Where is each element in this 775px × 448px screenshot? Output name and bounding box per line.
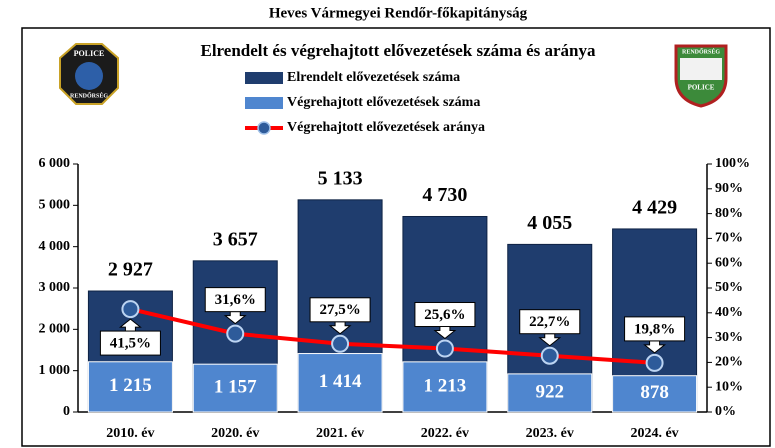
- logo-right: RENDŐRSÉG POLICE: [674, 44, 728, 108]
- callout-box: [519, 309, 581, 335]
- value-label: 4 055: [527, 212, 572, 234]
- value-label: 1 215: [109, 375, 152, 396]
- header: Heves Vármegyei Rendőr-főkapitányság: [269, 5, 528, 21]
- chart-title: Elrendelt és végrehajtott elővezetések s…: [201, 41, 596, 60]
- callout-box: [99, 330, 161, 356]
- legend-swatch: [245, 97, 283, 109]
- callout-arrow: [223, 311, 247, 325]
- y-tick-label: 4 000: [39, 239, 71, 254]
- x-tick-label: 2021. év: [316, 426, 364, 441]
- y2-tick-label: 50%: [715, 280, 743, 295]
- y-tick-label: 0: [63, 404, 70, 419]
- value-label: 5 133: [318, 167, 363, 189]
- y2-tick-label: 20%: [715, 355, 743, 370]
- badge-center: [75, 62, 103, 90]
- shield-band: [680, 58, 722, 80]
- logo-text: RENDŐRSÉG: [70, 91, 108, 99]
- bar: [507, 373, 593, 413]
- value-label: 2 927: [108, 259, 153, 281]
- y2-tick-label: 60%: [715, 255, 743, 270]
- value-label: 41,5%: [110, 336, 151, 352]
- y2-tick-label: 70%: [715, 231, 743, 246]
- y-tick-label: 5 000: [39, 198, 71, 213]
- value-label: 3 657: [213, 228, 258, 250]
- x-tick-label: 2010. év: [106, 426, 154, 441]
- x-tick-label: 2023. év: [526, 426, 574, 441]
- y-tick-label: 3 000: [39, 280, 71, 295]
- value-label: 4 429: [632, 197, 677, 219]
- y-tick-label: 2 000: [39, 322, 71, 337]
- legend-label: Elrendelt elővezetések száma: [287, 70, 460, 85]
- value-label: 878: [640, 382, 669, 403]
- bar: [612, 375, 698, 413]
- value-label: 27,5%: [319, 302, 360, 318]
- y2-tick-label: 0%: [715, 404, 736, 419]
- callout-box: [414, 302, 476, 328]
- x-tick-label: 2022. év: [421, 426, 469, 441]
- callout-arrow: [643, 340, 667, 354]
- y2-tick-label: 40%: [715, 305, 743, 320]
- marker: [540, 346, 559, 365]
- value-label: 22,7%: [529, 314, 570, 330]
- callout-arrow: [538, 333, 562, 347]
- logo-text: POLICE: [74, 49, 105, 58]
- marker: [121, 300, 140, 319]
- value-label: 19,8%: [634, 321, 675, 337]
- y2-tick-label: 80%: [715, 206, 743, 221]
- callout-arrow: [118, 318, 142, 332]
- logo-text: POLICE: [688, 84, 715, 92]
- callout-arrow: [328, 321, 352, 335]
- marker: [435, 339, 454, 358]
- y2-tick-label: 10%: [715, 379, 743, 394]
- value-label: 1 157: [214, 376, 257, 397]
- callout-box: [624, 316, 686, 342]
- y2-tick-label: 90%: [715, 181, 743, 196]
- value-label: 922: [536, 381, 565, 402]
- y2-tick-label: 100%: [715, 156, 750, 171]
- value-label: 25,6%: [424, 307, 465, 323]
- marker: [331, 334, 350, 353]
- marker: [645, 353, 664, 372]
- legend-label: Végrehajtott elővezetések száma: [287, 95, 480, 110]
- bar: [297, 353, 383, 413]
- value-label: 1 213: [424, 375, 467, 396]
- y-tick-label: 6 000: [39, 156, 71, 171]
- callout-box: [204, 287, 266, 313]
- bar: [87, 361, 173, 413]
- y2-tick-label: 30%: [715, 330, 743, 345]
- legend-label: Végrehajtott elővezetések aránya: [287, 120, 485, 135]
- logo-text: RENDŐRSÉG: [682, 47, 720, 55]
- value-label: 1 414: [319, 371, 362, 392]
- x-tick-label: 2024. év: [630, 426, 678, 441]
- marker: [226, 324, 245, 343]
- legend-marker: [257, 121, 271, 135]
- y-tick-label: 1 000: [39, 363, 71, 378]
- callout-arrow: [433, 326, 457, 340]
- value-label: 31,6%: [215, 292, 256, 308]
- callout-box: [309, 297, 371, 323]
- value-label: 4 730: [422, 184, 467, 206]
- bar: [402, 361, 488, 413]
- x-tick-label: 2020. év: [211, 426, 259, 441]
- logo-left: POLICE RENDŐRSÉG: [59, 43, 119, 105]
- bar: [192, 363, 278, 413]
- legend-swatch: [245, 72, 283, 84]
- line: [129, 307, 655, 365]
